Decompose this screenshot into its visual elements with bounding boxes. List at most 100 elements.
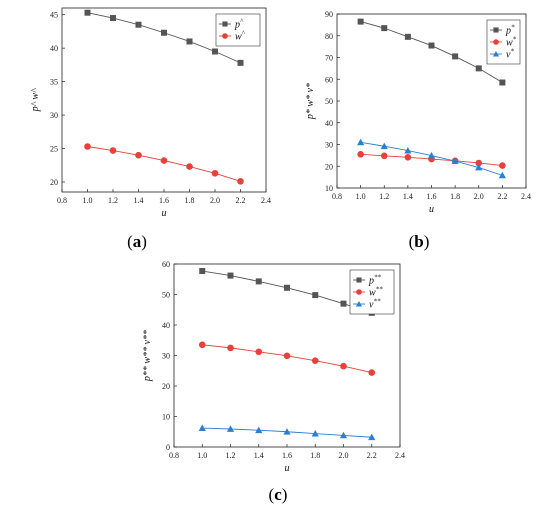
data-point-w bbox=[227, 344, 234, 352]
data-point-w bbox=[340, 362, 347, 370]
x-axis-label: u bbox=[429, 204, 434, 215]
data-point-p bbox=[237, 59, 244, 66]
data-point-v bbox=[427, 151, 436, 159]
legend-label-p: p* bbox=[505, 24, 515, 37]
x-tick-label: 2.2 bbox=[367, 451, 377, 460]
data-point-v bbox=[368, 433, 376, 441]
data-point-v bbox=[498, 171, 506, 179]
x-tick-label: 2.4 bbox=[521, 192, 531, 201]
legend-marker bbox=[356, 289, 362, 295]
data-point-v bbox=[311, 429, 319, 437]
x-tick-label: 0.8 bbox=[169, 451, 179, 460]
data-point-p bbox=[255, 278, 262, 285]
data-point-p bbox=[404, 33, 411, 40]
x-tick-label: 2.4 bbox=[261, 196, 271, 205]
x-tick-label: 2.0 bbox=[210, 196, 220, 205]
x-tick-label: 2.0 bbox=[474, 192, 484, 201]
data-point-p bbox=[312, 292, 319, 299]
data-point-p bbox=[212, 48, 218, 55]
data-point-p bbox=[227, 272, 234, 279]
data-point-w bbox=[109, 147, 117, 154]
data-point-v bbox=[380, 142, 388, 150]
data-point-v bbox=[283, 428, 291, 435]
data-point-w bbox=[368, 369, 376, 376]
data-point-p bbox=[186, 38, 193, 45]
x-tick-label: 1.4 bbox=[134, 196, 144, 205]
data-point-v bbox=[404, 146, 412, 154]
data-point-v bbox=[255, 426, 263, 434]
data-point-w bbox=[160, 157, 168, 164]
x-tick-label: 1.0 bbox=[83, 196, 93, 205]
panel-caption: (c) bbox=[269, 485, 288, 504]
y-tick-label: 40 bbox=[162, 321, 170, 330]
y-tick-label: 60 bbox=[162, 260, 170, 269]
y-tick-label: 70 bbox=[325, 54, 333, 63]
data-point-p bbox=[452, 53, 459, 60]
x-tick-label: 1.8 bbox=[185, 196, 195, 205]
x-tick-label: 1.8 bbox=[310, 451, 320, 460]
data-point-p bbox=[428, 42, 435, 49]
data-point-p bbox=[199, 268, 206, 275]
panel-caption: (b) bbox=[409, 232, 430, 251]
legend-marker bbox=[493, 39, 499, 45]
data-point-p bbox=[381, 25, 388, 32]
legend-label-w: w* bbox=[506, 36, 517, 49]
x-tick-label: 1.0 bbox=[197, 451, 207, 460]
data-point-w bbox=[475, 159, 483, 167]
x-tick-label: 2.2 bbox=[236, 196, 246, 205]
data-point-v bbox=[226, 425, 235, 432]
data-point-p bbox=[499, 79, 506, 86]
x-tick-label: 1.6 bbox=[427, 192, 437, 201]
y-tick-label: 90 bbox=[325, 10, 333, 19]
legend-label-w: w^ bbox=[235, 30, 246, 43]
y-tick-label: 0 bbox=[166, 443, 170, 452]
data-point-w bbox=[135, 151, 142, 159]
chart-panel-a: 0.8 1.0 1.2 1.4 1.6 1.8 2.0 2.2 2.4 20 25 30 35 40 45 u… bbox=[30, 7, 271, 251]
legend-marker bbox=[493, 27, 499, 33]
data-point-w bbox=[255, 348, 263, 356]
y-tick-label: 35 bbox=[50, 78, 58, 87]
data-point-w bbox=[84, 143, 91, 150]
data-point-w bbox=[380, 152, 388, 160]
data-point-w bbox=[357, 150, 364, 158]
data-point-p bbox=[475, 65, 482, 72]
legend-label-v: v** bbox=[369, 298, 381, 311]
y-tick-label: 20 bbox=[325, 162, 333, 171]
legend-marker bbox=[222, 21, 228, 27]
data-point-v bbox=[475, 163, 483, 171]
data-point-w bbox=[186, 163, 193, 170]
x-tick-label: 1.2 bbox=[379, 192, 389, 201]
y-tick-label: 20 bbox=[50, 178, 58, 187]
x-tick-label: 0.8 bbox=[57, 196, 67, 205]
y-tick-label: 45 bbox=[50, 11, 58, 20]
x-tick-label: 1.4 bbox=[254, 451, 264, 460]
data-point-w bbox=[283, 352, 291, 360]
x-tick-label: 2.4 bbox=[395, 451, 405, 460]
data-point-v bbox=[198, 424, 206, 431]
y-tick-label: 30 bbox=[162, 352, 170, 361]
legend-marker bbox=[356, 277, 362, 283]
data-point-w bbox=[211, 169, 219, 177]
legend-label-p: p^ bbox=[234, 18, 244, 31]
x-tick-label: 1.6 bbox=[159, 196, 169, 205]
data-point-v bbox=[451, 157, 459, 164]
data-point-w bbox=[499, 162, 506, 169]
data-point-w bbox=[237, 177, 244, 185]
y-tick-label: 40 bbox=[325, 119, 333, 128]
data-point-p bbox=[84, 9, 91, 16]
y-tick-label: 30 bbox=[50, 111, 58, 120]
y-tick-label: 50 bbox=[325, 97, 333, 106]
y-axis-label: p^ w^ bbox=[30, 88, 41, 112]
legend-box bbox=[215, 13, 261, 47]
y-tick-label: 80 bbox=[325, 32, 333, 41]
x-tick-label: 1.2 bbox=[108, 196, 118, 205]
legend-label-v: v* bbox=[506, 48, 514, 61]
x-tick-label: 2.0 bbox=[339, 451, 349, 460]
x-tick-label: 1.8 bbox=[450, 192, 460, 201]
x-tick-label: 1.2 bbox=[226, 451, 236, 460]
legend-marker bbox=[492, 50, 500, 57]
chart-panel-b: 0.8 1.0 1.2 1.4 1.6 1.8 2.0 2.2 2.4 10 20 30 40 50 60 7… bbox=[305, 10, 531, 251]
y-tick-label: 50 bbox=[162, 291, 170, 300]
y-tick-label: 25 bbox=[50, 145, 58, 154]
